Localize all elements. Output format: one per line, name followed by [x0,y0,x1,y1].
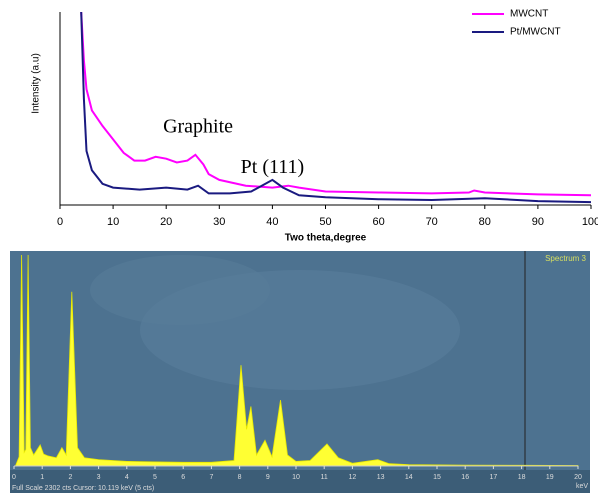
x-axis-title: Two theta,degree [285,233,367,244]
x-tick-label: 40 [266,216,278,228]
x-tick-label: 18 [518,474,526,481]
spectrum-footer-bar [10,470,590,493]
spectrum-title: Spectrum 3 [545,254,586,263]
annotation: Pt (111) [241,156,305,178]
x-tick-label: 0 [12,474,16,481]
x-tick-label: 1 [40,474,44,481]
legend-label: Pt/MWCNT [510,27,561,38]
x-tick-label: 15 [433,474,441,481]
x-tick-label: 12 [349,474,357,481]
x-tick-label: 70 [426,216,438,228]
x-tick-label: 0 [57,216,63,228]
x-tick-label: 3 [97,474,101,481]
x-tick-label: 14 [405,474,413,481]
data-line [80,11,592,197]
x-tick-label: 7 [209,474,213,481]
x-tick-label: 6 [181,474,185,481]
x-unit-label: keV [576,483,588,490]
x-tick-label: 30 [213,216,225,228]
x-tick-label: 5 [153,474,157,481]
x-tick-label: 100 [582,216,598,228]
annotation: Graphite [163,115,233,137]
x-tick-label: 4 [125,474,129,481]
background-shape [90,255,270,325]
data-line [80,11,592,204]
x-tick-label: 80 [479,216,491,228]
x-tick-label: 16 [461,474,469,481]
x-tick-label: 60 [372,216,384,228]
spectrum-footer: Full Scale 2302 cts Cursor: 10.119 keV (… [12,485,154,492]
legend-label: MWCNT [510,9,548,20]
x-tick-label: 50 [319,216,331,228]
x-tick-label: 17 [490,474,498,481]
x-tick-label: 20 [160,216,172,228]
x-tick-label: 9 [266,474,270,481]
x-tick-label: 11 [321,474,328,481]
x-tick-label: 10 [292,474,300,481]
x-tick-label: 90 [532,216,544,228]
spectrum-area [14,254,579,467]
x-tick-label: 20 [574,474,582,481]
y-axis-title: Intensity (a.u) [31,53,42,114]
x-tick-label: 2 [68,474,72,481]
x-tick-label: 13 [377,474,385,481]
x-tick-label: 19 [546,474,554,481]
x-tick-label: 8 [238,474,242,481]
x-tick-label: 10 [107,216,119,228]
